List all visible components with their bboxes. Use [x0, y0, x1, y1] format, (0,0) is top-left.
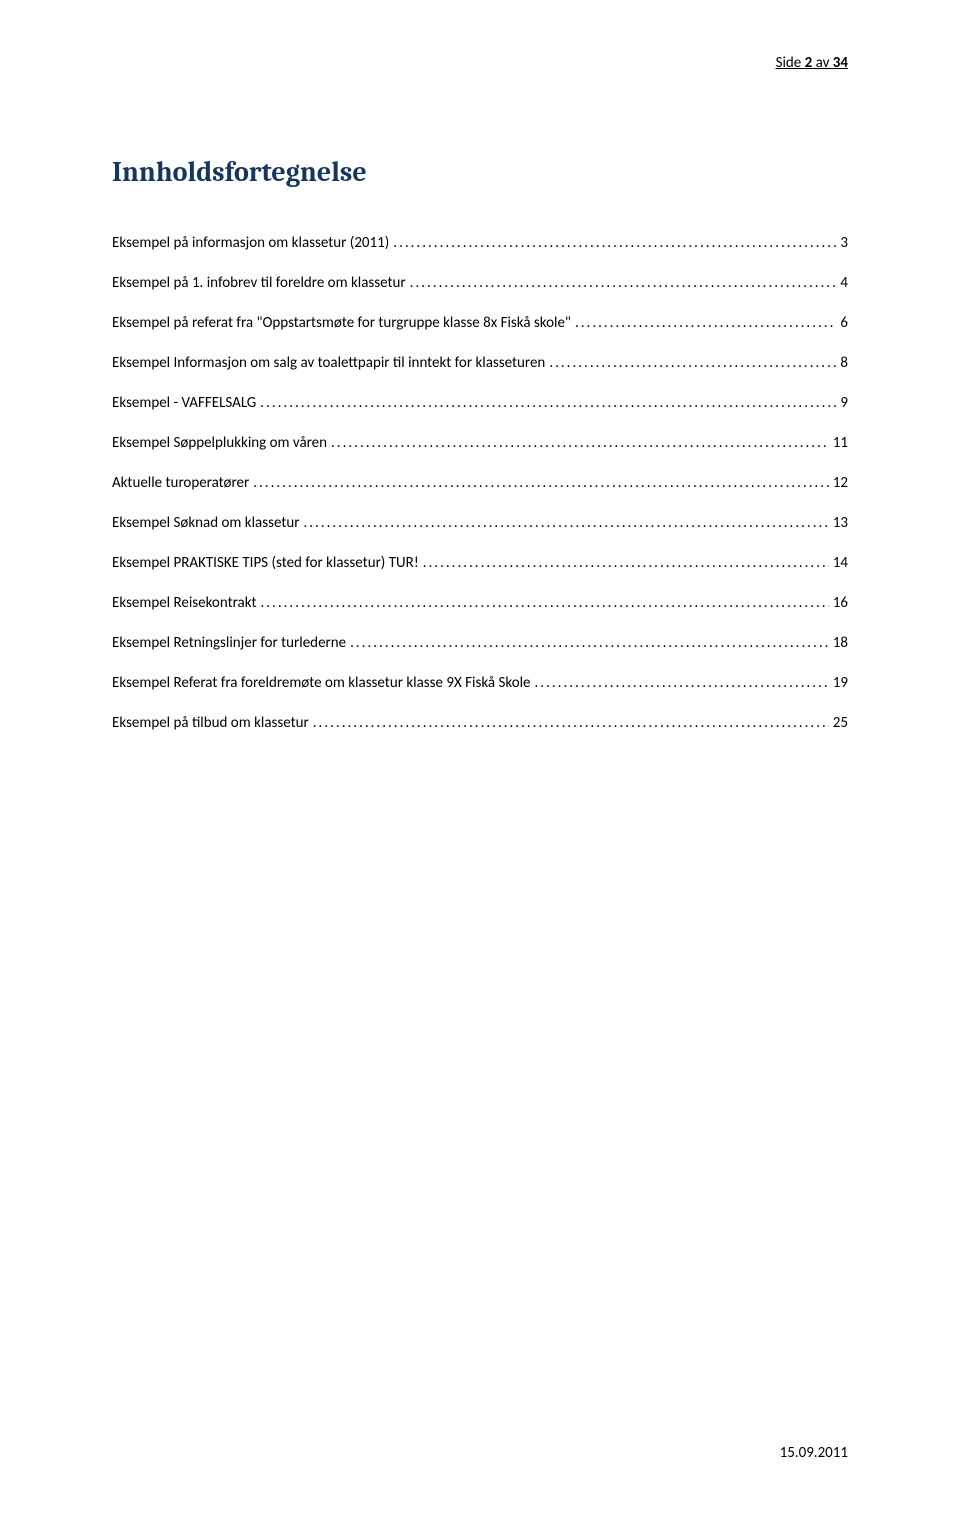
header-middle: av: [812, 54, 833, 72]
toc-entry-label: Eksempel på informasjon om klassetur (20…: [112, 234, 389, 252]
toc-leader-dots: [549, 354, 836, 372]
toc-row: Eksempel på referat fra "Oppstartsmøte f…: [112, 314, 848, 332]
toc-entry-label: Eksempel Informasjon om salg av toalettp…: [112, 354, 545, 372]
toc-leader-dots: [313, 714, 829, 732]
toc-leader-dots: [260, 594, 828, 612]
toc-entry-page: 14: [833, 554, 848, 572]
toc-leader-dots: [253, 474, 829, 492]
toc-entry-label: Eksempel på tilbud om klassetur: [112, 714, 309, 732]
toc-entry-page: 3: [840, 234, 848, 252]
toc-entry-label: Eksempel på referat fra "Oppstartsmøte f…: [112, 314, 571, 332]
toc-entry-label: Eksempel Retningslinjer for turlederne: [112, 634, 346, 652]
toc-entry-label: Eksempel - VAFFELSALG: [112, 394, 256, 412]
toc-entry-page: 11: [833, 434, 848, 452]
toc-entry-label: Eksempel Referat fra foreldremøte om kla…: [112, 674, 531, 692]
toc-entry-page: 18: [833, 634, 848, 652]
toc-leader-dots: [575, 314, 836, 332]
toc-leader-dots: [410, 274, 837, 292]
toc-row: Eksempel Informasjon om salg av toalettp…: [112, 354, 848, 372]
toc-entry-page: 8: [840, 354, 848, 372]
toc-row: Eksempel PRAKTISKE TIPS (sted for klasse…: [112, 554, 848, 572]
toc-entry-label: Eksempel Søppelplukking om våren: [112, 434, 327, 452]
toc-entry-page: 19: [833, 674, 848, 692]
page-header: Side 2 av 34: [776, 54, 848, 72]
toc-row: Eksempel - VAFFELSALG 9: [112, 394, 848, 412]
toc-entry-page: 9: [840, 394, 848, 412]
toc-leader-dots: [423, 554, 829, 572]
toc-row: Eksempel Reisekontrakt 16: [112, 594, 848, 612]
toc-leader-dots: [303, 514, 828, 532]
toc-leader-dots: [331, 434, 829, 452]
toc-entry-page: 4: [840, 274, 848, 292]
toc-row: Eksempel på 1. infobrev til foreldre om …: [112, 274, 848, 292]
toc-row: Aktuelle turoperatører 12: [112, 474, 848, 492]
toc-entry-page: 12: [833, 474, 848, 492]
toc-leader-dots: [350, 634, 829, 652]
table-of-contents: Eksempel på informasjon om klassetur (20…: [112, 234, 848, 754]
toc-row: Eksempel på tilbud om klassetur 25: [112, 714, 848, 732]
toc-entry-label: Eksempel på 1. infobrev til foreldre om …: [112, 274, 406, 292]
toc-entry-page: 13: [833, 514, 848, 532]
toc-leader-dots: [535, 674, 829, 692]
toc-entry-page: 25: [833, 714, 848, 732]
toc-leader-dots: [393, 234, 836, 252]
page-footer-date: 15.09.2011: [780, 1444, 848, 1462]
toc-leader-dots: [260, 394, 836, 412]
toc-entry-label: Aktuelle turoperatører: [112, 474, 249, 492]
toc-row: Eksempel Søppelplukking om våren 11: [112, 434, 848, 452]
toc-entry-label: Eksempel Reisekontrakt: [112, 594, 256, 612]
toc-entry-label: Eksempel Søknad om klassetur: [112, 514, 299, 532]
toc-entry-label: Eksempel PRAKTISKE TIPS (sted for klasse…: [112, 554, 419, 572]
header-prefix: Side: [776, 54, 805, 72]
toc-row: Eksempel på informasjon om klassetur (20…: [112, 234, 848, 252]
toc-row: Eksempel Retningslinjer for turlederne 1…: [112, 634, 848, 652]
toc-row: Eksempel Søknad om klassetur 13: [112, 514, 848, 532]
toc-entry-page: 6: [840, 314, 848, 332]
toc-row: Eksempel Referat fra foreldremøte om kla…: [112, 674, 848, 692]
page-title: Innholdsfortegnelse: [112, 156, 367, 188]
toc-entry-page: 16: [833, 594, 848, 612]
header-page-total: 34: [833, 54, 848, 72]
